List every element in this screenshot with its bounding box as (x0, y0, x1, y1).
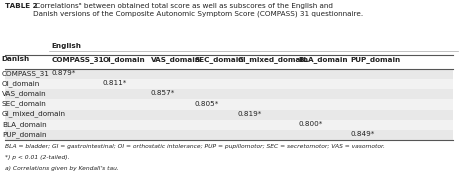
Text: GI_mixed_domain: GI_mixed_domain (2, 111, 66, 117)
Text: PUP_domain: PUP_domain (2, 131, 46, 138)
Text: SEC_domain: SEC_domain (194, 56, 244, 63)
Bar (5, 130, 453, 140)
Text: *) p < 0.01 (2-tailed).: *) p < 0.01 (2-tailed). (5, 155, 69, 160)
Text: 0.811*: 0.811* (102, 80, 127, 86)
Bar (5, 89, 453, 99)
Text: SEC_domain: SEC_domain (2, 101, 46, 107)
Text: 0.800*: 0.800* (299, 121, 323, 127)
Text: 0.879*: 0.879* (51, 70, 76, 76)
Text: a) Correlations given by Kendall’s tau.: a) Correlations given by Kendall’s tau. (5, 166, 118, 171)
Text: 0.819*: 0.819* (237, 111, 262, 117)
Text: OI_domain: OI_domain (2, 80, 40, 87)
Text: TABLE 2: TABLE 2 (5, 3, 37, 10)
Text: English: English (51, 43, 81, 49)
Text: GI_mixed_domain: GI_mixed_domain (237, 56, 309, 63)
Text: BLA = bladder; GI = gastrointestinal; OI = orthostatic intolerance; PUP = pupill: BLA = bladder; GI = gastrointestinal; OI… (5, 144, 384, 149)
Bar (5, 110, 453, 120)
Text: COMPASS_31: COMPASS_31 (51, 56, 104, 63)
Bar (5, 69, 453, 79)
Bar (5, 79, 453, 89)
Text: Danish: Danish (2, 56, 30, 62)
Text: BLA_domain: BLA_domain (299, 56, 348, 63)
Text: 0.857*: 0.857* (151, 90, 175, 96)
Text: 0.849*: 0.849* (351, 131, 375, 137)
Text: OI_domain: OI_domain (102, 56, 146, 63)
Text: COMPASS_31: COMPASS_31 (2, 70, 50, 77)
Text: VAS_domain: VAS_domain (151, 56, 201, 63)
Bar (5, 120, 453, 130)
Text: 0.805*: 0.805* (194, 101, 219, 107)
Bar (5, 99, 453, 110)
Text: VAS_domain: VAS_domain (2, 90, 46, 97)
Text: BLA_domain: BLA_domain (2, 121, 46, 128)
Text: Correlationsᵃ between obtained total score as well as subscores of the English a: Correlationsᵃ between obtained total sco… (34, 3, 364, 17)
Text: PUP_domain: PUP_domain (351, 56, 401, 63)
